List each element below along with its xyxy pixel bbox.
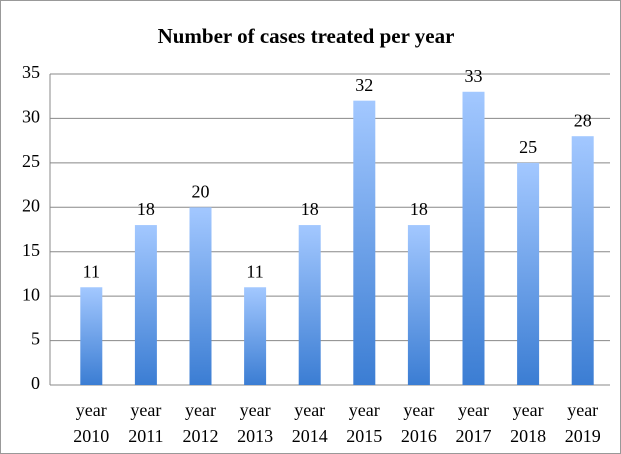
data-label: 33 bbox=[465, 66, 483, 86]
y-tick-label: 15 bbox=[22, 240, 40, 260]
y-tick-label: 10 bbox=[22, 284, 40, 304]
data-label: 18 bbox=[410, 199, 428, 219]
bar bbox=[462, 91, 485, 386]
x-tick-label: year 2011 bbox=[128, 400, 163, 446]
x-tick-label: year 2013 bbox=[237, 400, 273, 446]
data-label: 11 bbox=[83, 261, 100, 281]
y-tick-label: 5 bbox=[31, 329, 40, 349]
x-tick-label: year 2016 bbox=[401, 400, 437, 446]
data-label: 32 bbox=[355, 75, 373, 95]
bar bbox=[298, 225, 321, 385]
x-tick-label: year 2012 bbox=[183, 400, 219, 446]
data-label: 28 bbox=[574, 110, 592, 130]
data-label: 18 bbox=[301, 199, 319, 219]
x-tick-label: year 2017 bbox=[456, 400, 492, 446]
y-tick-label: 30 bbox=[22, 107, 40, 127]
x-tick-label: year 2015 bbox=[346, 400, 382, 446]
data-label: 25 bbox=[519, 137, 537, 157]
chart-title: Number of cases treated per year bbox=[158, 24, 455, 48]
bar bbox=[353, 100, 376, 386]
bar bbox=[244, 287, 267, 385]
bar bbox=[517, 162, 540, 385]
x-tick-label: year 2018 bbox=[510, 400, 546, 446]
bar bbox=[571, 136, 594, 385]
y-tick-label: 0 bbox=[31, 373, 40, 393]
bar bbox=[134, 225, 157, 385]
y-tick-label: 25 bbox=[22, 151, 40, 171]
bar bbox=[80, 287, 103, 385]
bar bbox=[407, 225, 430, 385]
data-label: 18 bbox=[137, 199, 155, 219]
x-tick-label: year 2014 bbox=[292, 400, 328, 446]
y-tick-label: 20 bbox=[22, 195, 40, 215]
x-tick-label: year 2010 bbox=[73, 400, 109, 446]
bar bbox=[189, 207, 212, 385]
x-tick-label: year 2019 bbox=[565, 400, 601, 446]
data-label: 11 bbox=[246, 261, 263, 281]
data-label: 20 bbox=[192, 181, 210, 201]
y-tick-label: 35 bbox=[22, 62, 40, 82]
